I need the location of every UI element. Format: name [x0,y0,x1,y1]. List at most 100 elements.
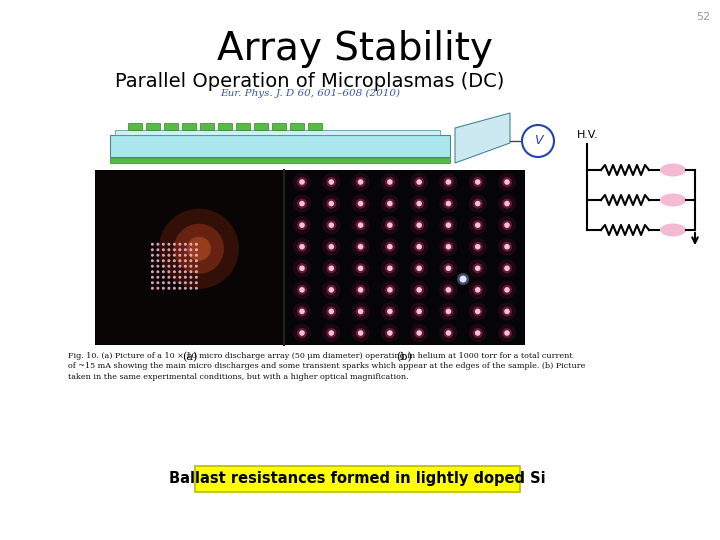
Circle shape [498,194,516,213]
Circle shape [189,287,192,290]
Circle shape [469,259,487,277]
Circle shape [414,285,424,295]
Circle shape [387,266,392,271]
Circle shape [475,244,480,249]
Circle shape [446,244,451,249]
Circle shape [446,222,451,228]
Circle shape [473,177,482,187]
Text: Fig. 10. (a) Picture of a 10 × 10 micro discharge array (50 μm diameter) operati: Fig. 10. (a) Picture of a 10 × 10 micro … [68,352,585,381]
Circle shape [444,177,454,187]
Circle shape [410,238,428,256]
Bar [128,123,142,130]
Circle shape [351,302,369,320]
Circle shape [173,281,176,284]
Circle shape [328,330,334,336]
Circle shape [504,179,510,185]
Circle shape [151,243,154,246]
Circle shape [162,265,165,268]
Bar [200,123,214,130]
Circle shape [189,248,192,251]
Circle shape [387,244,392,249]
Circle shape [189,243,192,246]
Circle shape [297,199,307,208]
Circle shape [356,177,366,187]
Circle shape [414,242,424,252]
Circle shape [156,287,159,290]
Circle shape [156,270,159,273]
Circle shape [323,302,341,320]
Circle shape [473,285,482,295]
Circle shape [195,281,198,284]
Circle shape [293,259,311,277]
Bar [110,135,450,157]
Circle shape [297,306,307,316]
Circle shape [416,287,422,293]
Circle shape [156,281,159,284]
Circle shape [358,222,364,228]
Circle shape [446,201,451,206]
Circle shape [162,281,165,284]
Circle shape [300,222,305,228]
Circle shape [381,194,399,213]
Circle shape [381,281,399,299]
Circle shape [300,201,305,206]
Circle shape [162,243,165,246]
Circle shape [328,201,334,206]
Circle shape [300,309,305,314]
FancyBboxPatch shape [195,466,520,492]
Circle shape [473,328,482,338]
Circle shape [167,281,171,284]
Circle shape [416,179,422,185]
Circle shape [498,259,516,277]
Circle shape [326,177,336,187]
Bar [308,123,322,130]
Circle shape [351,216,369,234]
Circle shape [502,199,512,208]
Bar [95,170,284,345]
Circle shape [446,266,451,271]
Circle shape [173,259,176,262]
Circle shape [173,270,176,273]
Circle shape [387,287,392,293]
Circle shape [475,309,480,314]
Circle shape [189,259,192,262]
Bar [95,170,525,345]
Circle shape [162,270,165,273]
Circle shape [439,324,457,342]
Circle shape [381,216,399,234]
Circle shape [502,264,512,273]
Circle shape [151,265,154,268]
Circle shape [475,201,480,206]
Circle shape [439,281,457,299]
Circle shape [174,224,224,274]
Circle shape [444,242,454,252]
Circle shape [293,238,311,256]
Circle shape [179,276,181,279]
Circle shape [385,285,395,295]
Circle shape [187,237,211,261]
Circle shape [351,259,369,277]
Circle shape [356,242,366,252]
Circle shape [475,287,480,293]
Circle shape [504,266,510,271]
Circle shape [326,264,336,273]
Circle shape [457,273,469,285]
Bar [218,123,232,130]
Circle shape [385,242,395,252]
Circle shape [416,201,422,206]
Circle shape [385,220,395,230]
Circle shape [173,248,176,251]
Circle shape [414,199,424,208]
Circle shape [328,266,334,271]
Circle shape [416,244,422,249]
Circle shape [444,199,454,208]
Circle shape [173,265,176,268]
Circle shape [293,324,311,342]
Circle shape [293,216,311,234]
Circle shape [351,238,369,256]
Circle shape [162,287,165,290]
Circle shape [502,220,512,230]
Circle shape [439,173,457,191]
Circle shape [179,254,181,256]
Circle shape [179,265,181,268]
